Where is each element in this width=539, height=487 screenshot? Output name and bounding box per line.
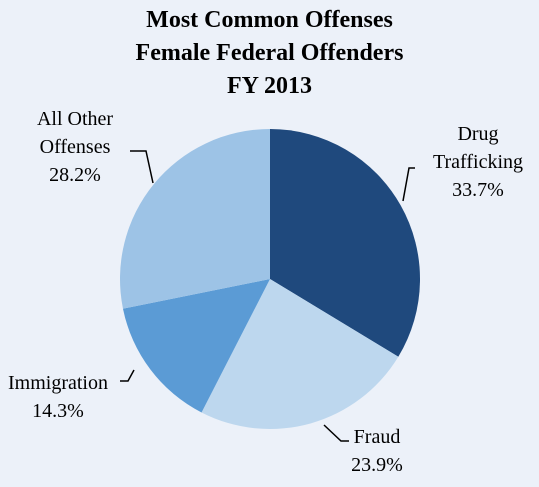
leader-line-drug-trafficking xyxy=(402,167,415,202)
chart-title-line-3: FY 2013 xyxy=(226,73,313,99)
pie-slice-immigration xyxy=(122,279,270,413)
slice-value-immigration: 14.3% xyxy=(32,400,84,422)
pie-slice-drug-trafficking xyxy=(270,129,421,357)
slice-value-fraud: 23.9% xyxy=(351,454,403,476)
slice-value-drug-trafficking: 33.7% xyxy=(452,179,504,201)
chart-title-line-1: Most Common Offenses xyxy=(146,7,393,33)
pie-slice-all-other-offenses xyxy=(120,129,270,309)
slice-label-fraud: Fraud xyxy=(354,426,401,448)
chart-title-line-2: Female Federal Offenders xyxy=(135,40,404,66)
pie-slice-fraud xyxy=(201,279,399,430)
leader-line-all-other-offenses xyxy=(130,150,154,184)
slice-label-immigration: Immigration xyxy=(8,372,108,394)
leader-line-fraud xyxy=(323,424,349,442)
leader-line-immigration xyxy=(120,369,135,382)
slice-label-all-other-line-2: Offenses xyxy=(40,136,111,158)
slice-label-drug-trafficking-line-2: Trafficking xyxy=(433,151,523,173)
slice-label-drug-trafficking-line-1: Drug xyxy=(457,123,498,145)
slice-value-all-other: 28.2% xyxy=(49,164,101,186)
slice-label-all-other-line-1: All Other xyxy=(37,108,113,130)
